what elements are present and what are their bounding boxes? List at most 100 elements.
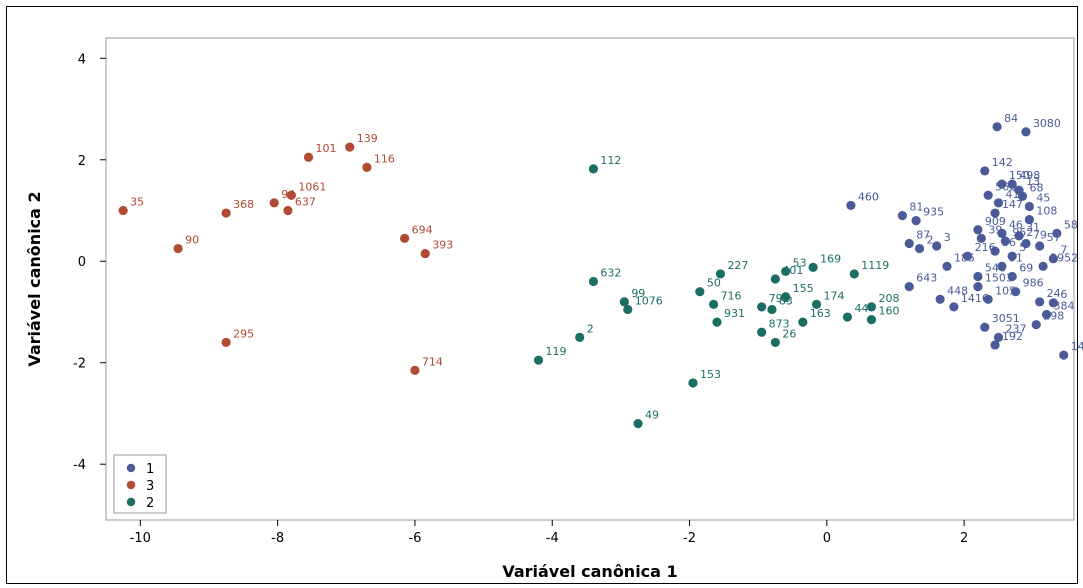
point-label: 298	[1043, 310, 1064, 323]
y-tick-label: -4	[73, 458, 86, 473]
point-label: 935	[923, 206, 944, 219]
point-label: 1416	[961, 292, 989, 305]
data-point-series-2	[767, 305, 776, 314]
data-point-series-3	[173, 244, 182, 253]
point-label: 714	[422, 355, 443, 368]
y-tick-label: 2	[78, 154, 86, 169]
data-point-series-1	[993, 122, 1002, 131]
point-label: 69	[1019, 261, 1033, 274]
data-point-series-1	[973, 225, 982, 234]
point-label: 185	[954, 251, 975, 264]
x-tick-label: -8	[271, 531, 284, 546]
point-label: 44	[854, 302, 868, 315]
legend-marker	[127, 481, 135, 489]
data-point-series-2	[688, 378, 697, 387]
y-axis-title: Variável canônica 2	[25, 191, 44, 366]
point-label: 155	[793, 282, 814, 295]
data-point-series-2	[843, 312, 852, 321]
data-point-series-3	[283, 206, 292, 215]
point-label: 169	[820, 252, 841, 265]
data-point-series-2	[712, 318, 721, 327]
data-point-series-3	[119, 206, 128, 215]
point-label: 105	[995, 284, 1016, 297]
x-tick-label: -4	[546, 531, 559, 546]
data-point-series-3	[304, 153, 313, 162]
data-point-series-2	[534, 356, 543, 365]
point-label: 53	[793, 256, 807, 269]
data-point-series-1	[1059, 351, 1068, 360]
point-label: 986	[1023, 277, 1044, 290]
point-label: 24	[1047, 287, 1061, 300]
point-label: 112	[600, 154, 621, 167]
data-point-series-1	[1035, 241, 1044, 250]
point-label: 163	[810, 307, 831, 320]
data-point-series-3	[410, 366, 419, 375]
point-label: 460	[858, 190, 879, 203]
data-point-series-3	[345, 142, 354, 151]
point-label: 57	[1047, 231, 1061, 244]
point-label: 153	[700, 368, 721, 381]
data-point-series-2	[695, 287, 704, 296]
point-label: 1076	[635, 294, 663, 307]
point-label: 36	[1002, 236, 1016, 249]
data-point-series-1	[1021, 127, 1030, 136]
point-label: 1503	[985, 272, 1013, 285]
point-label: 35	[130, 196, 144, 209]
legend-box	[114, 455, 166, 513]
data-point-series-3	[400, 234, 409, 243]
data-point-series-1	[898, 211, 907, 220]
x-tick-label: -6	[408, 531, 421, 546]
data-point-series-2	[589, 277, 598, 286]
data-point-series-3	[421, 249, 430, 258]
x-tick-label: -2	[683, 531, 696, 546]
point-label: 90	[185, 234, 199, 247]
point-label: 208	[878, 292, 899, 305]
data-point-series-1	[1032, 320, 1041, 329]
data-point-series-1	[973, 282, 982, 291]
data-point-series-3	[362, 163, 371, 172]
data-point-series-1	[846, 201, 855, 210]
point-label: 694	[412, 223, 433, 236]
data-point-series-1	[990, 340, 999, 349]
point-label: 931	[724, 307, 745, 320]
data-point-series-3	[222, 208, 231, 217]
data-point-series-2	[575, 333, 584, 342]
data-point-series-1	[1035, 297, 1044, 306]
data-point-series-1	[949, 302, 958, 311]
data-point-series-2	[771, 274, 780, 283]
point-label: 2	[927, 234, 934, 247]
point-label: 227	[727, 259, 748, 272]
point-label: 142	[992, 156, 1013, 169]
point-label: 81	[909, 201, 923, 214]
point-label: 149	[1071, 340, 1083, 353]
data-point-series-1	[1025, 202, 1034, 211]
point-label: 716	[721, 289, 742, 302]
data-point-series-2	[709, 300, 718, 309]
point-label: 94	[281, 188, 295, 201]
point-label: 1061	[298, 180, 326, 193]
data-point-series-2	[757, 302, 766, 311]
legend: 1 3 2	[114, 455, 166, 513]
point-label: 45	[1036, 191, 1050, 204]
data-point-series-3	[270, 198, 279, 207]
data-point-series-1	[984, 191, 993, 200]
data-point-series-2	[757, 328, 766, 337]
point-label: 2952	[1050, 251, 1078, 264]
data-point-series-2	[809, 263, 818, 272]
point-label: 1119	[861, 259, 889, 272]
point-label: 393	[432, 239, 453, 252]
data-point-series-1	[905, 282, 914, 291]
data-point-series-2	[850, 269, 859, 278]
point-label: 147	[1002, 198, 1023, 211]
data-point-series-1	[980, 166, 989, 175]
point-label: 139	[357, 132, 378, 145]
point-label: 83	[779, 294, 793, 307]
point-label: 643	[916, 272, 937, 285]
data-point-series-2	[633, 419, 642, 428]
data-point-series-1	[1039, 262, 1048, 271]
point-label: 79	[1033, 228, 1047, 241]
point-label: 3	[944, 231, 951, 244]
point-label: 58	[1064, 218, 1078, 231]
point-label: 84	[1004, 112, 1018, 125]
point-label: 49	[645, 409, 659, 422]
